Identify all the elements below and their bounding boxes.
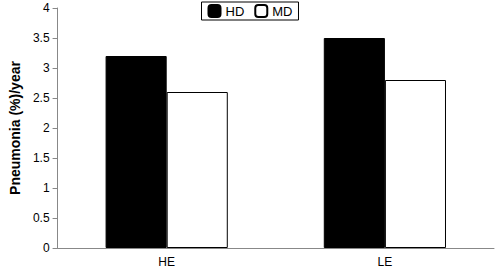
svg-text:3: 3 <box>43 61 50 75</box>
svg-text:MD: MD <box>272 4 292 19</box>
svg-text:0: 0 <box>43 241 50 255</box>
svg-text:HD: HD <box>226 4 245 19</box>
svg-text:2.5: 2.5 <box>33 91 50 105</box>
svg-text:3.5: 3.5 <box>33 31 50 45</box>
svg-text:2: 2 <box>43 121 50 135</box>
svg-text:4: 4 <box>43 1 50 15</box>
svg-text:Pneumonia (%)/year: Pneumonia (%)/year <box>7 61 23 195</box>
svg-text:1: 1 <box>43 181 50 195</box>
svg-text:1.5: 1.5 <box>33 151 50 165</box>
svg-text:HE: HE <box>158 255 175 269</box>
svg-text:0.5: 0.5 <box>33 211 50 225</box>
svg-text:LE: LE <box>378 255 393 269</box>
